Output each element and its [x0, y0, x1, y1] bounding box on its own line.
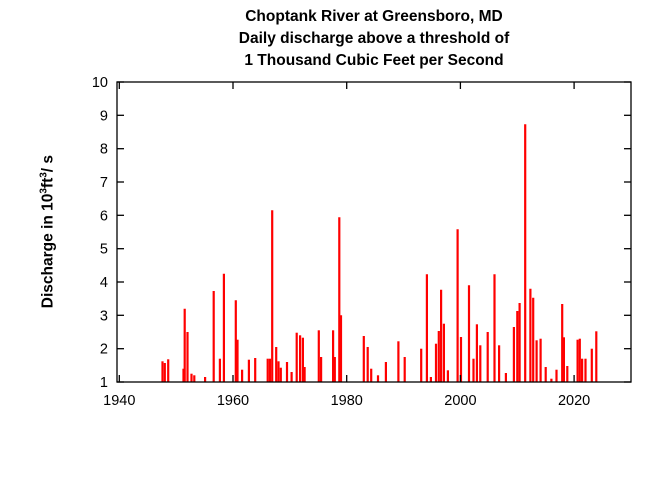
y-tick-label: 7: [100, 175, 108, 191]
chart-title: Choptank River at Greensboro, MD Daily d…: [117, 6, 631, 72]
chart-title-line-3: 1 Thousand Cubic Feet per Second: [244, 52, 504, 69]
x-tick-label: 1960: [217, 393, 249, 409]
y-tick-label: 5: [100, 242, 108, 258]
x-tick-label: 1980: [331, 393, 363, 409]
chart-title-line-1: Choptank River at Greensboro, MD: [245, 8, 503, 25]
y-tick-label: 8: [100, 142, 108, 158]
y-tick-label: 10: [92, 75, 108, 91]
y-tick-label: 4: [100, 275, 108, 291]
y-tick-label: 9: [100, 108, 108, 124]
x-tick-label: 1940: [103, 393, 135, 409]
x-tick-label: 2000: [444, 393, 476, 409]
y-tick-label: 3: [100, 308, 108, 324]
axis-ticks: [117, 81, 631, 383]
chart-title-line-2: Daily discharge above a threshold of: [238, 30, 510, 47]
y-tick-label: 2: [100, 342, 108, 358]
x-tick-label: 2020: [558, 393, 590, 409]
y-tick-label: 6: [100, 208, 108, 224]
spikes: [161, 124, 598, 382]
plot-border: [116, 81, 632, 383]
x-tick-labels: 1940 1960 1980 2000 2020: [103, 393, 590, 409]
y-tick-labels: 1 2 3 4 5 6 7 8 9 10: [92, 75, 108, 391]
y-tick-label: 1: [100, 375, 108, 391]
